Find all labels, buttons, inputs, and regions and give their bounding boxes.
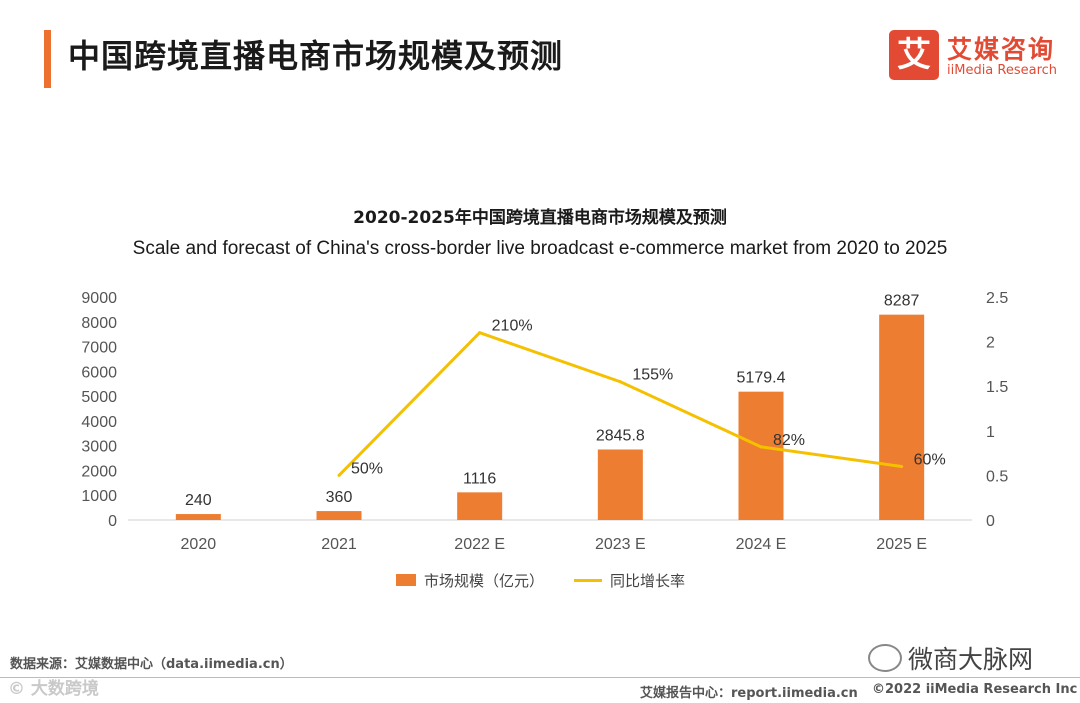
line-value-label: 155% — [632, 367, 673, 384]
footer-divider — [0, 677, 1080, 678]
bar — [879, 314, 925, 520]
y-right-tick-label: 2 — [986, 335, 995, 352]
line-point — [618, 380, 622, 384]
logo-name-en: iiMedia Research — [947, 63, 1058, 78]
watermark-right-text: 微商大脉网 — [908, 645, 1034, 674]
page-title: 中国跨境直播电商市场规模及预测 — [68, 37, 564, 75]
y-left-tick-label: 5000 — [81, 389, 117, 406]
x-tick-label: 2025 E — [876, 536, 927, 553]
bar — [738, 391, 784, 520]
title-accent-bar — [44, 30, 51, 88]
bar-value-label: 8287 — [884, 293, 920, 310]
line-point — [759, 445, 763, 449]
line-point — [337, 473, 341, 477]
legend-item-bar: 市场规模（亿元） — [396, 570, 544, 591]
bar — [316, 511, 362, 520]
bar — [175, 514, 221, 520]
y-left-tick-label: 3000 — [81, 439, 117, 456]
x-tick-label: 2024 E — [736, 536, 787, 553]
y-right-tick-label: 1 — [986, 424, 995, 441]
y-right-tick-label: 0.5 — [986, 468, 1008, 485]
brand-logo: 艾 艾媒咨询 iiMedia Research — [889, 30, 1069, 84]
y-right-tick-label: 2.5 — [986, 290, 1008, 307]
bar-value-label: 360 — [326, 489, 353, 506]
logo-name-cn: 艾媒咨询 — [947, 35, 1056, 64]
logo-mark-icon: 艾 — [889, 30, 939, 80]
chart-subtitle: Scale and forecast of China's cross-bord… — [132, 238, 948, 259]
bar-value-label: 240 — [185, 492, 212, 509]
legend-bar-swatch — [396, 574, 416, 586]
wechat-icon — [868, 644, 902, 672]
legend-item-line: 同比增长率 — [574, 570, 685, 591]
x-tick-label: 2022 E — [454, 536, 505, 553]
line-value-label: 60% — [914, 451, 946, 468]
line-value-label: 82% — [773, 432, 805, 449]
bar-value-label: 5179.4 — [737, 370, 786, 387]
x-tick-label: 2023 E — [595, 536, 646, 553]
line-value-label: 50% — [351, 460, 383, 477]
y-left-tick-label: 9000 — [81, 290, 117, 307]
x-tick-label: 2020 — [181, 536, 217, 553]
bar-value-label: 2845.8 — [596, 427, 645, 444]
y-left-tick-label: 2000 — [81, 463, 117, 480]
y-right-tick-label: 1.5 — [986, 379, 1008, 396]
data-source: 数据来源：艾媒数据中心（data.iimedia.cn） — [10, 657, 293, 672]
y-left-tick-label: 7000 — [81, 340, 117, 357]
line-point — [900, 464, 904, 468]
y-left-tick-label: 8000 — [81, 315, 117, 332]
y-left-tick-label: 1000 — [81, 488, 117, 505]
watermark-right: 微商大脉网 — [868, 640, 1033, 676]
bar — [597, 449, 643, 520]
legend-line-label: 同比增长率 — [610, 572, 686, 590]
y-left-tick-label: 4000 — [81, 414, 117, 431]
y-left-tick-label: 0 — [108, 513, 117, 530]
report-center: 艾媒报告中心：report.iimedia.cn — [640, 686, 858, 701]
line-value-label: 210% — [492, 318, 533, 335]
legend-line-swatch — [574, 579, 602, 582]
legend-bar-label: 市场规模（亿元） — [424, 572, 545, 590]
y-right-tick-label: 0 — [986, 513, 995, 530]
watermark-left: © 大数跨境 — [8, 679, 99, 699]
chart-title: 2020-2025年中国跨境直播电商市场规模及预测 — [353, 208, 727, 228]
copyright: ©2022 iiMedia Research Inc — [872, 682, 1078, 697]
y-left-tick-label: 6000 — [81, 364, 117, 381]
x-tick-label: 2021 — [321, 536, 357, 553]
bar — [457, 492, 503, 520]
line-point — [478, 331, 482, 335]
bar-value-label: 1116 — [463, 470, 496, 487]
